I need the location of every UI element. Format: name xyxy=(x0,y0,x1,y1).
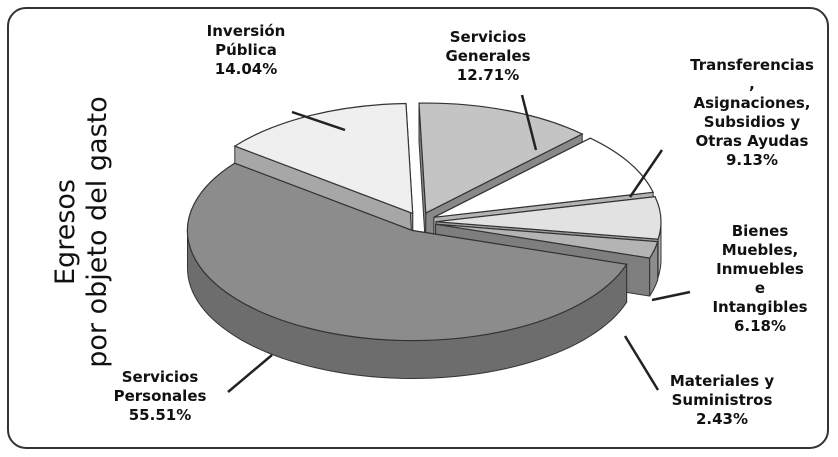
slice xyxy=(233,102,414,215)
value-label: 12.71% xyxy=(456,66,520,84)
slice-label: Inversión Pública 14.04% xyxy=(207,22,286,79)
category-label: Inversión Pública xyxy=(206,22,286,59)
chart-title: Egresos por objeto del gasto xyxy=(50,96,113,368)
slice xyxy=(435,196,662,240)
leader-line xyxy=(628,149,664,198)
value-label: 6.18% xyxy=(733,317,787,335)
slice-label: Materiales y Suministros 2.43% xyxy=(670,372,774,429)
leader-line xyxy=(291,110,346,132)
leader-line xyxy=(651,290,691,302)
frame xyxy=(7,7,829,449)
slice-label: Transferencias , Asignaciones, Subsidios… xyxy=(690,56,814,170)
leader-line xyxy=(623,335,660,391)
slice-label: Bienes Muebles, Inmuebles e Intangibles 6… xyxy=(712,222,807,336)
category-label: Servicios Personales xyxy=(113,368,207,405)
slice-label: Servicios Personales 55.51% xyxy=(114,368,207,425)
slice xyxy=(186,162,628,342)
slice-label: Servicios Generales 12.71% xyxy=(445,28,530,85)
category-label: Transferencias , Asignaciones, Subsidios… xyxy=(690,56,814,150)
slice xyxy=(435,223,659,259)
value-label: 9.13% xyxy=(725,151,779,169)
value-label: 14.04% xyxy=(214,60,278,78)
slice xyxy=(418,102,584,214)
slice xyxy=(433,137,655,218)
value-label: 55.51% xyxy=(128,406,192,424)
leader-line xyxy=(227,354,273,393)
category-label: Materiales y Suministros xyxy=(669,372,775,409)
category-label: Bienes Muebles, Inmuebles e Intangibles xyxy=(712,222,808,316)
leader-line xyxy=(520,94,538,151)
category-label: Servicios Generales xyxy=(445,28,531,65)
slice-group xyxy=(186,162,628,380)
value-label: 2.43% xyxy=(695,410,749,428)
